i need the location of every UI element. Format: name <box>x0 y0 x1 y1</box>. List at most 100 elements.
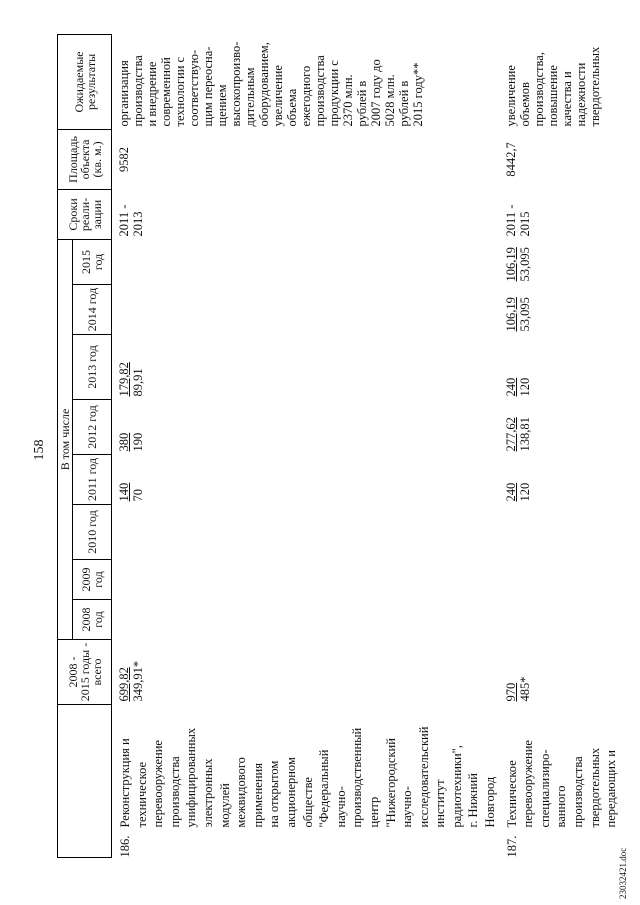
year-cell: 140 70 <box>112 455 499 505</box>
page-number: 158 <box>32 439 47 461</box>
results-line: 5028 млн. <box>383 74 397 127</box>
name-line: г. Нижний <box>466 773 481 828</box>
amount-total: 179,82 <box>117 362 131 397</box>
period-line: 2015 <box>517 211 532 237</box>
results-line: объема <box>285 88 299 127</box>
year-cell <box>499 505 640 560</box>
name-line: исследовательский <box>416 726 431 828</box>
amount-total: 106,19 <box>503 297 518 332</box>
year-header: 2011 год <box>72 454 112 505</box>
name-line: межвидового <box>234 757 249 828</box>
name-line: электронных <box>200 758 215 828</box>
results-line: соответствую- <box>187 49 201 127</box>
name-lines: Техническое перевооружение специализиро-ва… <box>504 740 620 827</box>
name-cell: 187. Техническое перевооружение специализир… <box>499 705 640 857</box>
year-cell <box>112 285 499 335</box>
header-text: (кв. м.) <box>89 141 104 178</box>
results-line: рублей в <box>397 80 411 127</box>
period-line: 2013 <box>131 211 145 237</box>
amount-federal: 53,095 <box>517 297 532 332</box>
name-line: применения <box>250 763 265 828</box>
year-cell: 277,62 138,81 <box>499 400 640 455</box>
results-cell: увеличение объемов производства, повышение к… <box>499 34 640 129</box>
name-line: ванного <box>554 785 569 828</box>
header-text: Ожидаемые <box>71 51 86 113</box>
year-header: 2008 год <box>72 599 112 640</box>
results-line: 2015 году** <box>411 62 425 127</box>
amount-federal: 138,81 <box>517 417 532 452</box>
name-line: научно- <box>400 786 415 828</box>
year-cell <box>499 560 640 600</box>
name-line: на открытом <box>267 760 282 828</box>
amount-federal: 120 <box>517 482 532 502</box>
results-line: производства, <box>531 52 546 127</box>
year-header: 2012 год <box>72 399 112 455</box>
amount-federal: 53,095 <box>517 247 532 282</box>
results-line: оборудованием, <box>257 42 271 127</box>
name-line: техническое <box>134 761 149 828</box>
header-text: Площадь <box>65 136 80 183</box>
name-line: перевооружение <box>151 740 166 828</box>
header-cell <box>57 704 112 858</box>
header-text: результаты <box>83 53 98 111</box>
results-line: высокопроизво- <box>229 41 243 127</box>
name-line: Техническое <box>504 760 519 828</box>
name-line: передающих и <box>604 750 619 828</box>
name-line: производственный <box>350 727 365 828</box>
header-row: 2008 -2015 годы - всего В том числе Сроки ре… <box>57 34 112 858</box>
header-text: реали- <box>77 197 92 232</box>
results-line: повышение <box>545 65 560 127</box>
year-cell: 106,19 53,095 <box>499 285 640 335</box>
year-header: 2009 год <box>72 559 112 600</box>
amount-federal: 349,91* <box>131 660 145 702</box>
amount-federal: 485* <box>517 676 532 702</box>
year-cell: 179,82 89,91 <box>112 335 499 400</box>
results-line: организация <box>117 60 131 127</box>
results-line: технологии с <box>173 56 187 127</box>
results-line: и внедрение <box>145 61 159 127</box>
header-cell: Площадь объекта (кв. м.) <box>57 129 112 190</box>
row-number: 186. <box>118 835 132 858</box>
header-text: объекта <box>77 139 92 180</box>
results-line: продукции с <box>327 60 341 127</box>
period-line: 2011 - <box>503 204 518 237</box>
name-line: институт <box>433 779 448 828</box>
year-cell <box>112 560 499 600</box>
name-line: твердотельных <box>587 747 602 828</box>
table-body: 186. Реконструкция и техническое перевооруж… <box>112 34 640 858</box>
area-cell: 9582 <box>117 146 131 172</box>
total-cell: 699,82 349,91* <box>112 640 499 705</box>
name-cell: 186. Реконструкция и техническое перевооруж… <box>112 705 499 858</box>
amount-total: 140 <box>117 482 131 502</box>
amount-total: 699,82 <box>117 667 131 702</box>
name-line: центр <box>366 796 381 828</box>
amount-federal: 89,91 <box>131 368 145 397</box>
name-line: обществе <box>300 777 315 828</box>
period-line: 2011 - <box>117 204 131 237</box>
amount-federal: 120 <box>517 377 532 397</box>
results-line: дительным <box>243 67 257 127</box>
name-line: производства <box>571 756 586 828</box>
year-cell <box>112 239 499 284</box>
results-line: увеличение <box>503 65 518 127</box>
header-cell: В том числе <box>57 239 73 640</box>
year-header: 2013 год <box>72 334 112 400</box>
results-line: объемов <box>517 82 532 127</box>
name-line: радиотехники", <box>449 745 464 828</box>
amount-total: 106,19 <box>503 247 518 282</box>
year-cell <box>112 505 499 560</box>
year-cell: 106,19 53,095 <box>499 239 640 284</box>
amount-total: 277,62 <box>503 417 518 452</box>
year-cell: 380 190 <box>112 400 499 455</box>
period-cell: 2011 -2015 <box>499 189 640 239</box>
results-line: рублей в <box>355 80 369 127</box>
results-line: 2007 году до <box>369 59 383 127</box>
results-line: щим переосна- <box>201 46 215 127</box>
amount-total: 240 <box>503 377 518 397</box>
header-cell: Сроки реали-зации <box>57 189 112 240</box>
results-line: твердотельных <box>587 46 602 127</box>
header-cell: Ожидаемые результаты <box>57 34 112 130</box>
amount-total: 240 <box>503 482 518 502</box>
amount-federal: 190 <box>131 432 145 452</box>
